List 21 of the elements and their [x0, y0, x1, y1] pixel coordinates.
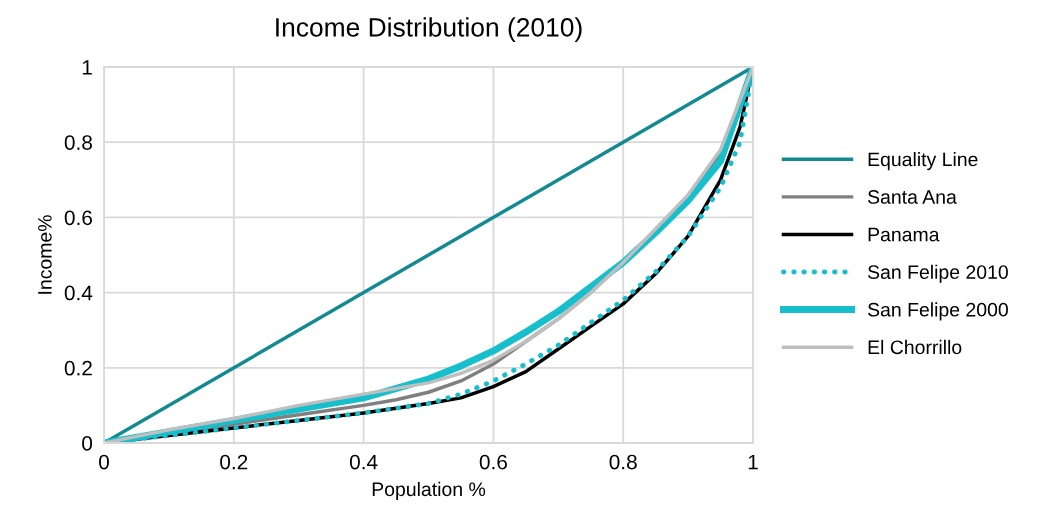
x-tick-label: 0.2 — [220, 454, 248, 470]
legend-label: El Chorrillo — [868, 339, 962, 355]
x-axis-title: Population % — [372, 481, 486, 500]
x-tick-label: 1 — [748, 454, 758, 470]
legend-label: San Felipe 2010 — [867, 264, 1008, 283]
y-tick-label: 0.8 — [64, 135, 92, 150]
legend-label: Panama — [868, 227, 940, 242]
y-tick-label: 0 — [82, 436, 93, 451]
x-tick-label: 0.8 — [609, 454, 637, 470]
legend-label: San Felipe 2000 — [867, 302, 1008, 321]
legend-label: Santa Ana — [867, 190, 957, 204]
legend-label: Equality Line — [868, 152, 978, 171]
chart-title: Income Distribution (2010) — [276, 17, 582, 42]
y-tick-label: 0.2 — [64, 360, 92, 376]
x-tick-label: 0 — [99, 454, 109, 470]
y-tick-label: 0.4 — [64, 285, 93, 301]
y-tick-label: 0.6 — [64, 210, 92, 226]
y-tick-label: 1 — [82, 60, 92, 75]
y-axis-title: Income% — [38, 215, 52, 294]
x-tick-label: 0.4 — [349, 454, 378, 470]
x-tick-label: 0.6 — [479, 454, 507, 470]
